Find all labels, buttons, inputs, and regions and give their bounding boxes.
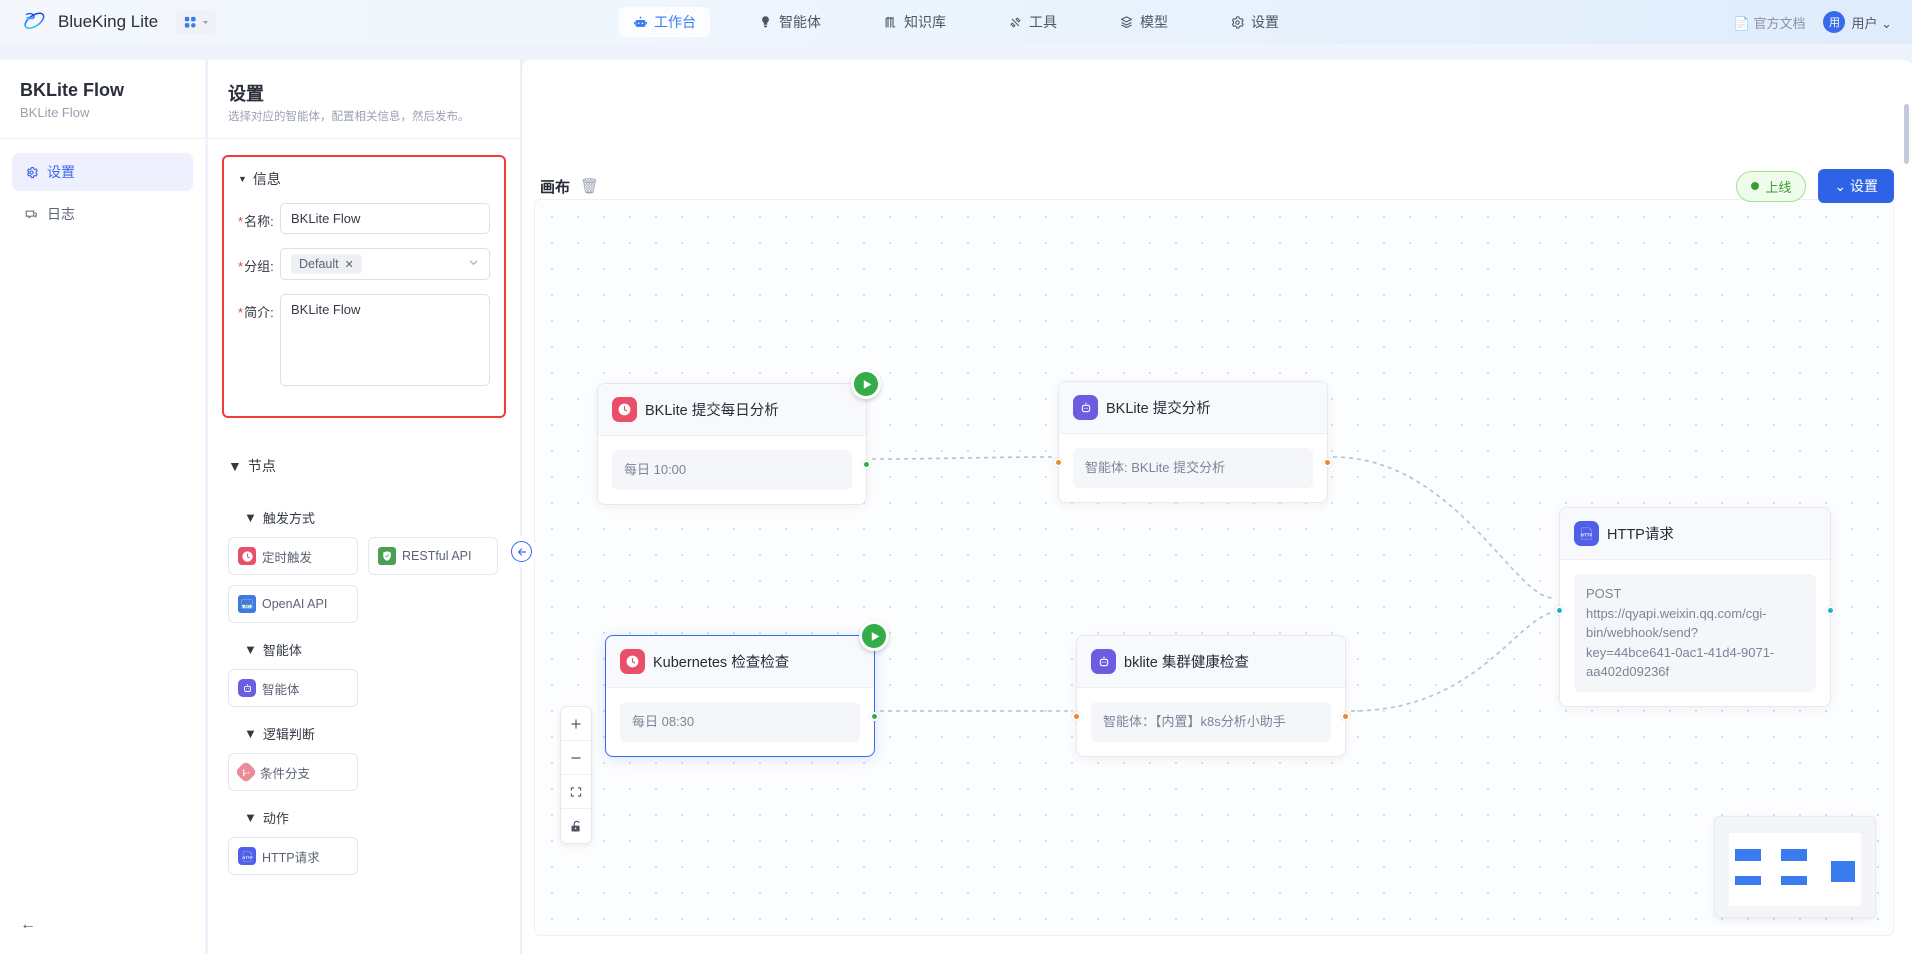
- svg-text:HTTP: HTTP: [1581, 533, 1593, 538]
- svg-text:HTTP: HTTP: [242, 855, 253, 860]
- svg-text:API: API: [244, 604, 249, 608]
